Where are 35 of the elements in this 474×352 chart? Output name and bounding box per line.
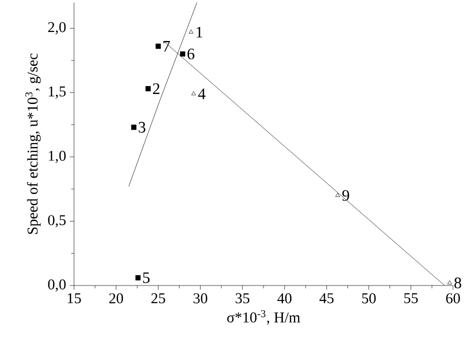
y-tick-label: 2,0 bbox=[48, 22, 66, 34]
y-tick-label: 1,0 bbox=[48, 150, 66, 163]
annotation: 1 bbox=[196, 26, 202, 38]
point bbox=[135, 275, 141, 280]
point bbox=[335, 192, 340, 197]
point bbox=[180, 51, 186, 57]
x-tick-label: 60 bbox=[446, 293, 460, 304]
x-tick-label: 35 bbox=[236, 293, 250, 304]
y-tick-label: 1,5 bbox=[48, 86, 66, 99]
annotation: 6 bbox=[188, 48, 194, 60]
annotation: 2 bbox=[153, 83, 160, 94]
y-tick-label: 0,5 bbox=[48, 215, 66, 228]
point bbox=[191, 91, 196, 96]
point bbox=[447, 280, 452, 284]
x-tick-label: 25 bbox=[151, 293, 166, 304]
annotation: 3 bbox=[138, 122, 146, 133]
x-tick-label: 40 bbox=[277, 293, 292, 304]
y-axis-title: Speed of etching, u*10$^{3}$, g/sec bbox=[25, 54, 41, 234]
y-tick-label: 0,0 bbox=[48, 279, 66, 292]
x-tick-label: 55 bbox=[404, 293, 418, 304]
annotation: 9 bbox=[342, 190, 350, 201]
x-tick-label: 20 bbox=[109, 293, 124, 304]
point bbox=[188, 29, 194, 34]
annotation: 8 bbox=[454, 278, 462, 288]
x-axis-title: σ*10$^{-3}$, H/m bbox=[227, 310, 300, 325]
annotation: 4 bbox=[198, 88, 206, 100]
point bbox=[156, 44, 161, 49]
x-tick-label: 30 bbox=[194, 293, 208, 304]
x-tick-label: 45 bbox=[319, 293, 334, 304]
point bbox=[146, 86, 151, 92]
x-tick-label: 15 bbox=[68, 293, 81, 304]
point bbox=[131, 124, 136, 130]
x-tick-label: 50 bbox=[362, 293, 376, 304]
annotation: 7 bbox=[163, 41, 170, 52]
annotation: 5 bbox=[143, 272, 150, 284]
